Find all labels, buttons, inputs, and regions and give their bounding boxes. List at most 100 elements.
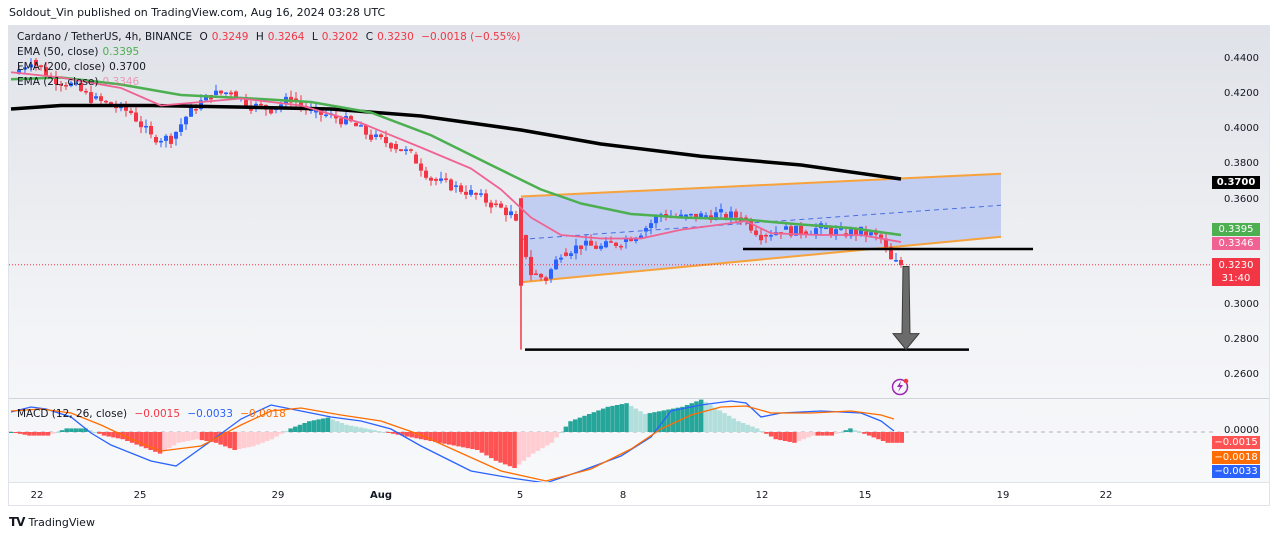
candle: [144, 125, 148, 128]
pane-separator[interactable]: [9, 398, 1269, 399]
macd-histogram-bar: [484, 432, 489, 456]
candle: [849, 229, 853, 237]
candle: [189, 104, 193, 117]
macd-histogram-bar: [185, 432, 191, 441]
last-price: 0.3230: [1218, 260, 1254, 271]
macd-histogram-bar: [31, 432, 37, 436]
macd-histogram-bar: [857, 432, 863, 433]
candle: [884, 238, 888, 248]
macd-histogram-bar: [689, 403, 695, 432]
macd-histogram-bar: [456, 432, 461, 447]
macd-histogram-bar: [544, 432, 550, 446]
chart-frame[interactable]: Cardano / TetherUS, 4h, BINANCE O 0.3249 …: [8, 25, 1270, 506]
macd-histogram-bar: [339, 423, 345, 432]
price-tick: 0.4400: [1224, 53, 1259, 64]
macd-histogram-bar: [460, 432, 466, 448]
macd-histogram-bar: [297, 424, 303, 432]
candle: [219, 90, 223, 94]
candle: [634, 237, 638, 242]
ema21-legend[interactable]: EMA (21, close) 0.3346: [17, 76, 140, 88]
candle: [859, 226, 863, 235]
macd-histogram-bar: [572, 419, 578, 432]
candle: [759, 234, 763, 241]
symbol-title[interactable]: Cardano / TetherUS, 4h, BINANCE: [17, 31, 193, 43]
macd-histogram-bar: [773, 432, 779, 440]
macd-histogram-bar: [414, 432, 419, 439]
candle: [134, 112, 138, 122]
candle: [594, 245, 598, 249]
price-tick: 0.3000: [1224, 299, 1259, 310]
open-value: 0.3249: [211, 31, 249, 43]
price-chart[interactable]: [9, 26, 1270, 506]
candle: [704, 215, 708, 217]
macd-histogram-bar: [554, 432, 559, 438]
ema50-legend[interactable]: EMA (50, close) 0.3395: [17, 46, 140, 58]
candle: [459, 185, 463, 192]
candle: [234, 91, 238, 99]
candle: [389, 143, 393, 149]
macd-histogram-bar: [885, 432, 891, 443]
ema200-legend[interactable]: EMA (200, close) 0.3700: [17, 61, 146, 73]
macd-histogram-bar: [638, 411, 643, 432]
candle: [814, 228, 818, 235]
macd-hist-tag: −0.0015: [1212, 436, 1260, 449]
candle: [149, 125, 153, 135]
macd-histogram-bar: [726, 415, 732, 432]
macd-histogram-bar: [73, 428, 79, 432]
macd-histogram-bar: [83, 428, 88, 432]
time-tick: 29: [271, 490, 285, 501]
candle: [574, 245, 578, 254]
candle: [829, 227, 833, 235]
candle: [894, 259, 898, 262]
macd-legend[interactable]: MACD (12, 26, close) −0.0015 −0.0033 −0.…: [17, 408, 286, 420]
candle: [139, 121, 143, 128]
macd-histogram-bar: [377, 431, 382, 433]
macd-histogram-bar: [834, 432, 839, 434]
macd-histogram-bar: [199, 432, 205, 441]
ema200-value: 0.3700: [109, 61, 146, 73]
candle: [899, 259, 903, 266]
macd-histogram-bar: [806, 432, 811, 438]
ema50-price-tag: 0.3395: [1212, 223, 1260, 236]
candle: [524, 235, 528, 257]
macd-histogram-bar: [535, 432, 541, 451]
macd-histogram-bar: [363, 428, 368, 432]
macd-histogram-bar: [852, 430, 858, 432]
macd-histogram-bar: [530, 432, 536, 454]
macd-histogram-bar: [447, 432, 452, 445]
candle: [384, 137, 388, 144]
candle: [494, 203, 498, 205]
macd-histogram-bar: [209, 432, 214, 442]
macd-histogram-bar: [488, 432, 494, 459]
macd-histogram-bar: [540, 432, 545, 449]
macd-histogram-bar: [801, 432, 807, 440]
macd-zero-tick: 0.0000: [1224, 425, 1259, 436]
macd-histogram-bar: [722, 413, 727, 432]
candle: [554, 259, 558, 270]
candle: [224, 92, 228, 94]
macd-histogram-bar: [232, 432, 237, 450]
macd-histogram-bar: [880, 432, 886, 441]
candle: [874, 232, 878, 235]
candle: [504, 207, 508, 216]
candle: [39, 65, 43, 68]
publisher-line: Soldout_Vin published on TradingView.com…: [9, 6, 386, 19]
tradingview-footer[interactable]: TV TradingView: [9, 515, 95, 529]
macd-histogram-bar: [288, 428, 293, 432]
candle: [834, 229, 838, 235]
macd-histogram-bar: [437, 432, 443, 443]
price-tick: 0.4200: [1224, 88, 1259, 99]
macd-histogram-bar: [703, 402, 709, 432]
macd-histogram-bar: [479, 432, 485, 453]
candle: [714, 212, 718, 220]
macd-line-value: −0.0033: [187, 408, 233, 420]
macd-histogram-bar: [502, 432, 508, 465]
macd-histogram-bar: [87, 430, 93, 432]
candle: [409, 149, 413, 151]
macd-histogram-bar: [335, 421, 340, 432]
macd-histogram-bar: [386, 432, 391, 433]
macd-histogram-bar: [451, 432, 457, 446]
macd-histogram-bar: [237, 432, 242, 450]
macd-histogram-bar: [13, 432, 18, 433]
candle: [599, 245, 603, 249]
